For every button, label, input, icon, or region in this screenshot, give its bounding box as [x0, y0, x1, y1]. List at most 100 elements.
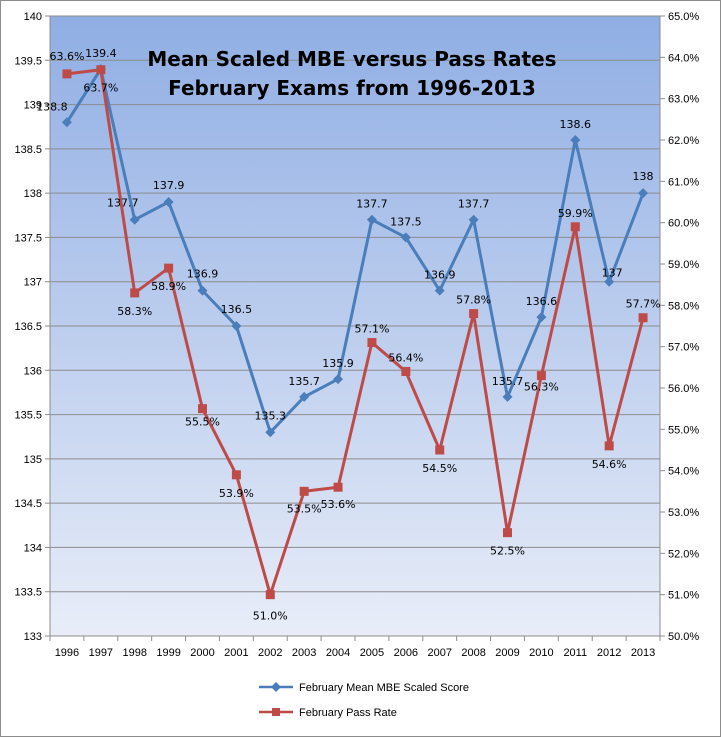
mbe-score-point	[502, 391, 513, 402]
x-tick-label: 2002	[258, 647, 282, 659]
x-tick-label: 2009	[495, 647, 519, 659]
left-tick-label: 139	[24, 100, 42, 112]
pass-rate-data-label: 55.5%	[185, 416, 220, 429]
mbe-score-point	[265, 427, 276, 438]
mbe-data-label: 138	[633, 170, 654, 183]
left-tick-label: 134.5	[14, 498, 42, 510]
pass-rate-point	[503, 528, 512, 538]
mbe-score-point	[468, 214, 479, 225]
pass-rate-data-label: 58.9%	[151, 280, 186, 293]
mbe-score-point	[231, 321, 242, 331]
legend-marker-pass-rate	[272, 708, 280, 716]
pass-rate-point	[62, 69, 72, 79]
x-tick-label: 2010	[529, 647, 553, 659]
x-tick-label: 2007	[427, 647, 451, 659]
pass-rate-data-label: 57.8%	[456, 294, 491, 307]
mbe-data-label: 137	[602, 267, 623, 280]
right-tick-label: 53.0%	[668, 507, 699, 519]
left-tick-label: 133.5	[14, 587, 42, 599]
pass-rate-point	[231, 470, 241, 480]
mbe-data-label: 139.4	[85, 47, 117, 60]
right-tick-label: 63.0%	[668, 94, 699, 106]
chart-title-line-2: February Exams from 1996-2013	[168, 76, 536, 100]
mbe-score-point	[163, 197, 174, 207]
pass-rate-point	[469, 309, 479, 319]
mbe-data-label: 136.5	[221, 303, 253, 316]
pass-rate-data-label: 56.3%	[524, 381, 559, 394]
x-tick-label: 2003	[292, 647, 316, 659]
right-tick-label: 54.0%	[668, 466, 699, 478]
x-tick-label: 2006	[394, 647, 418, 659]
x-tick-label: 2008	[461, 647, 485, 659]
legend-item-pass-rate: February Pass Rate	[259, 707, 397, 719]
pass-rate-line	[66, 68, 645, 597]
right-tick-label: 61.0%	[668, 176, 699, 188]
mbe-data-label: 137.7	[356, 198, 388, 211]
pass-rate-point	[367, 338, 377, 348]
x-tick-label: 2000	[190, 647, 214, 659]
mbe-data-label: 137.5	[390, 215, 422, 228]
mbe-data-label: 135.9	[322, 357, 354, 370]
mbe-data-label: 137.7	[107, 197, 139, 210]
mbe-data-label: 137.9	[153, 179, 185, 192]
mbe-data-label: 135.7	[492, 375, 524, 388]
pass-rate-data-label: 53.9%	[219, 487, 254, 500]
left-tick-label: 140	[24, 11, 42, 23]
mbe-data-label: 136.9	[187, 268, 219, 281]
pass-rate-point	[570, 222, 580, 232]
pass-rate-point	[604, 441, 614, 451]
mbe-score-point	[129, 214, 140, 225]
pass-rate-data-label: 63.7%	[83, 82, 118, 95]
pass-rate-data-label: 52.5%	[490, 545, 525, 558]
left-tick-label: 135	[24, 454, 42, 466]
left-tick-label: 135.5	[14, 410, 42, 422]
pass-rate-data-label: 59.9%	[558, 207, 593, 220]
pass-rate-data-label: 53.6%	[321, 498, 356, 511]
pass-rate-data-label: 54.5%	[422, 462, 457, 475]
series-lines	[65, 67, 645, 597]
right-tick-label: 58.0%	[668, 300, 699, 312]
chart-title-line-1: Mean Scaled MBE versus Pass Rates	[147, 47, 556, 71]
mbe-score-point	[434, 285, 445, 296]
pass-rate-data-label: 57.1%	[354, 323, 389, 336]
mbe-score-point	[333, 374, 344, 385]
right-tick-label: 52.0%	[668, 548, 699, 560]
x-tick-label: 2004	[326, 647, 350, 659]
x-tick-label: 2001	[224, 647, 248, 659]
mbe-score-point	[536, 312, 547, 323]
mbe-score-line	[65, 67, 645, 434]
left-y-axis: 133 133.5 134 134.5 135 135.5 136 136.5 137 137.5…	[14, 11, 50, 643]
left-tick-label: 133	[24, 631, 42, 643]
right-tick-label: 60.0%	[668, 218, 699, 230]
mbe-score-point	[61, 117, 72, 128]
right-tick-label: 64.0%	[668, 52, 699, 64]
mbe-score-point	[366, 214, 377, 225]
mbe-score-point	[604, 276, 615, 287]
mbe-data-label: 136.6	[526, 295, 558, 308]
legend-label-pass-rate: February Pass Rate	[299, 707, 397, 719]
pass-rate-point	[164, 263, 174, 273]
pass-rate-point	[536, 371, 546, 381]
right-tick-label: 59.0%	[668, 259, 699, 271]
right-tick-label: 50.0%	[668, 631, 699, 643]
legend-marker-mbe	[271, 682, 281, 692]
x-tick-label: 1999	[156, 647, 180, 659]
left-tick-label: 137	[24, 277, 42, 289]
x-tick-label: 2011	[563, 647, 587, 659]
pass-rate-point	[638, 313, 648, 323]
chart-title: Mean Scaled MBE versus Pass Rates Februa…	[147, 47, 556, 100]
pass-rate-point	[401, 366, 411, 376]
left-tick-label: 139.5	[14, 55, 42, 67]
mbe-data-label: 138.8	[36, 100, 68, 113]
right-y-axis: 50.0% 51.0% 52.0% 53.0% 54.0% 55.0% 56.0% 57.0%…	[660, 11, 699, 643]
x-tick-label: 2005	[360, 647, 384, 659]
mbe-score-point	[638, 188, 649, 199]
pass-rate-data-label: 63.6%	[49, 50, 84, 63]
x-axis: 1996 1997 1998 1999 2000 2001 2002 2003 2004 2005…	[49, 636, 661, 659]
pass-rate-data-label: 54.6%	[592, 458, 627, 471]
legend-label-mbe: February Mean MBE Scaled Score	[299, 682, 469, 694]
gridlines	[50, 59, 660, 593]
left-tick-label: 138.5	[14, 144, 42, 156]
